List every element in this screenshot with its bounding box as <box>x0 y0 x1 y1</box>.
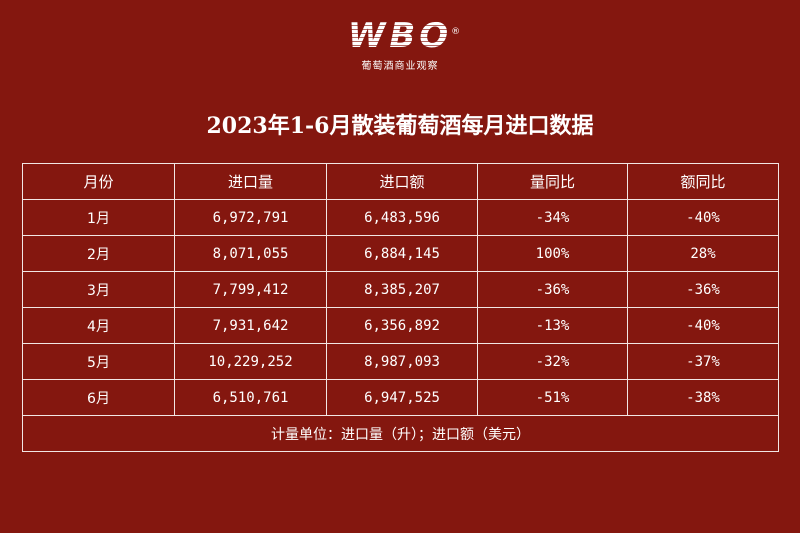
cell-volume: 10,229,252 <box>174 343 327 380</box>
table-row: 2月 8,071,055 6,884,145 100% 28% <box>22 235 779 272</box>
cell-value: 6,483,596 <box>326 199 478 236</box>
cell-month: 1月 <box>22 199 175 236</box>
header-import-value: 进口额 <box>326 163 478 200</box>
header-import-volume: 进口量 <box>174 163 327 200</box>
cell-value: 8,987,093 <box>326 343 478 380</box>
logo: WBO ® 葡萄酒商业观察 <box>0 18 800 72</box>
cell-value: 6,356,892 <box>326 307 478 344</box>
cell-volume: 7,931,642 <box>174 307 327 344</box>
cell-value: 6,884,145 <box>326 235 478 272</box>
cell-volume-yoy: -34% <box>477 199 628 236</box>
registered-mark: ® <box>451 27 465 37</box>
table-row: 3月 7,799,412 8,385,207 -36% -36% <box>22 271 779 308</box>
cell-month: 2月 <box>22 235 175 272</box>
cell-volume-yoy: -51% <box>477 379 628 416</box>
table-row: 4月 7,931,642 6,356,892 -13% -40% <box>22 307 779 344</box>
cell-value-yoy: -40% <box>627 199 779 236</box>
cell-volume: 7,799,412 <box>174 271 327 308</box>
logo-subtitle: 葡萄酒商业观察 <box>361 61 439 72</box>
cell-value-yoy: -40% <box>627 307 779 344</box>
cell-volume-yoy: -36% <box>477 271 628 308</box>
table-row: 6月 6,510,761 6,947,525 -51% -38% <box>22 379 779 416</box>
header-month: 月份 <box>22 163 175 200</box>
unit-note: 计量单位：进口量（升）；进口额（美元） <box>22 415 779 452</box>
cell-value: 8,385,207 <box>326 271 478 308</box>
cell-value-yoy: -36% <box>627 271 779 308</box>
table-footer-row: 计量单位：进口量（升）；进口额（美元） <box>22 415 779 452</box>
cell-volume-yoy: -32% <box>477 343 628 380</box>
cell-value-yoy: 28% <box>627 235 779 272</box>
header-volume-yoy: 量同比 <box>477 163 628 200</box>
table-header-row: 月份 进口量 进口额 量同比 额同比 <box>22 163 779 200</box>
cell-month: 3月 <box>22 271 175 308</box>
cell-volume-yoy: -13% <box>477 307 628 344</box>
cell-value: 6,947,525 <box>326 379 478 416</box>
cell-volume: 6,972,791 <box>174 199 327 236</box>
cell-month: 5月 <box>22 343 175 380</box>
logo-mark: WBO ® <box>347 16 460 56</box>
table-row: 1月 6,972,791 6,483,596 -34% -40% <box>22 199 779 236</box>
page-title: 2023年1-6月散装葡萄酒每月进口数据 <box>206 113 594 139</box>
cell-value-yoy: -37% <box>627 343 779 380</box>
cell-month: 6月 <box>22 379 175 416</box>
table-row: 5月 10,229,252 8,987,093 -32% -37% <box>22 343 779 380</box>
cell-value-yoy: -38% <box>627 379 779 416</box>
header-value-yoy: 额同比 <box>627 163 779 200</box>
import-data-table: 月份 进口量 进口额 量同比 额同比 1月 6,972,791 6,483,59… <box>22 163 779 452</box>
logo-text: WBO <box>347 16 453 56</box>
cell-volume-yoy: 100% <box>477 235 628 272</box>
cell-volume: 6,510,761 <box>174 379 327 416</box>
cell-month: 4月 <box>22 307 175 344</box>
cell-volume: 8,071,055 <box>174 235 327 272</box>
